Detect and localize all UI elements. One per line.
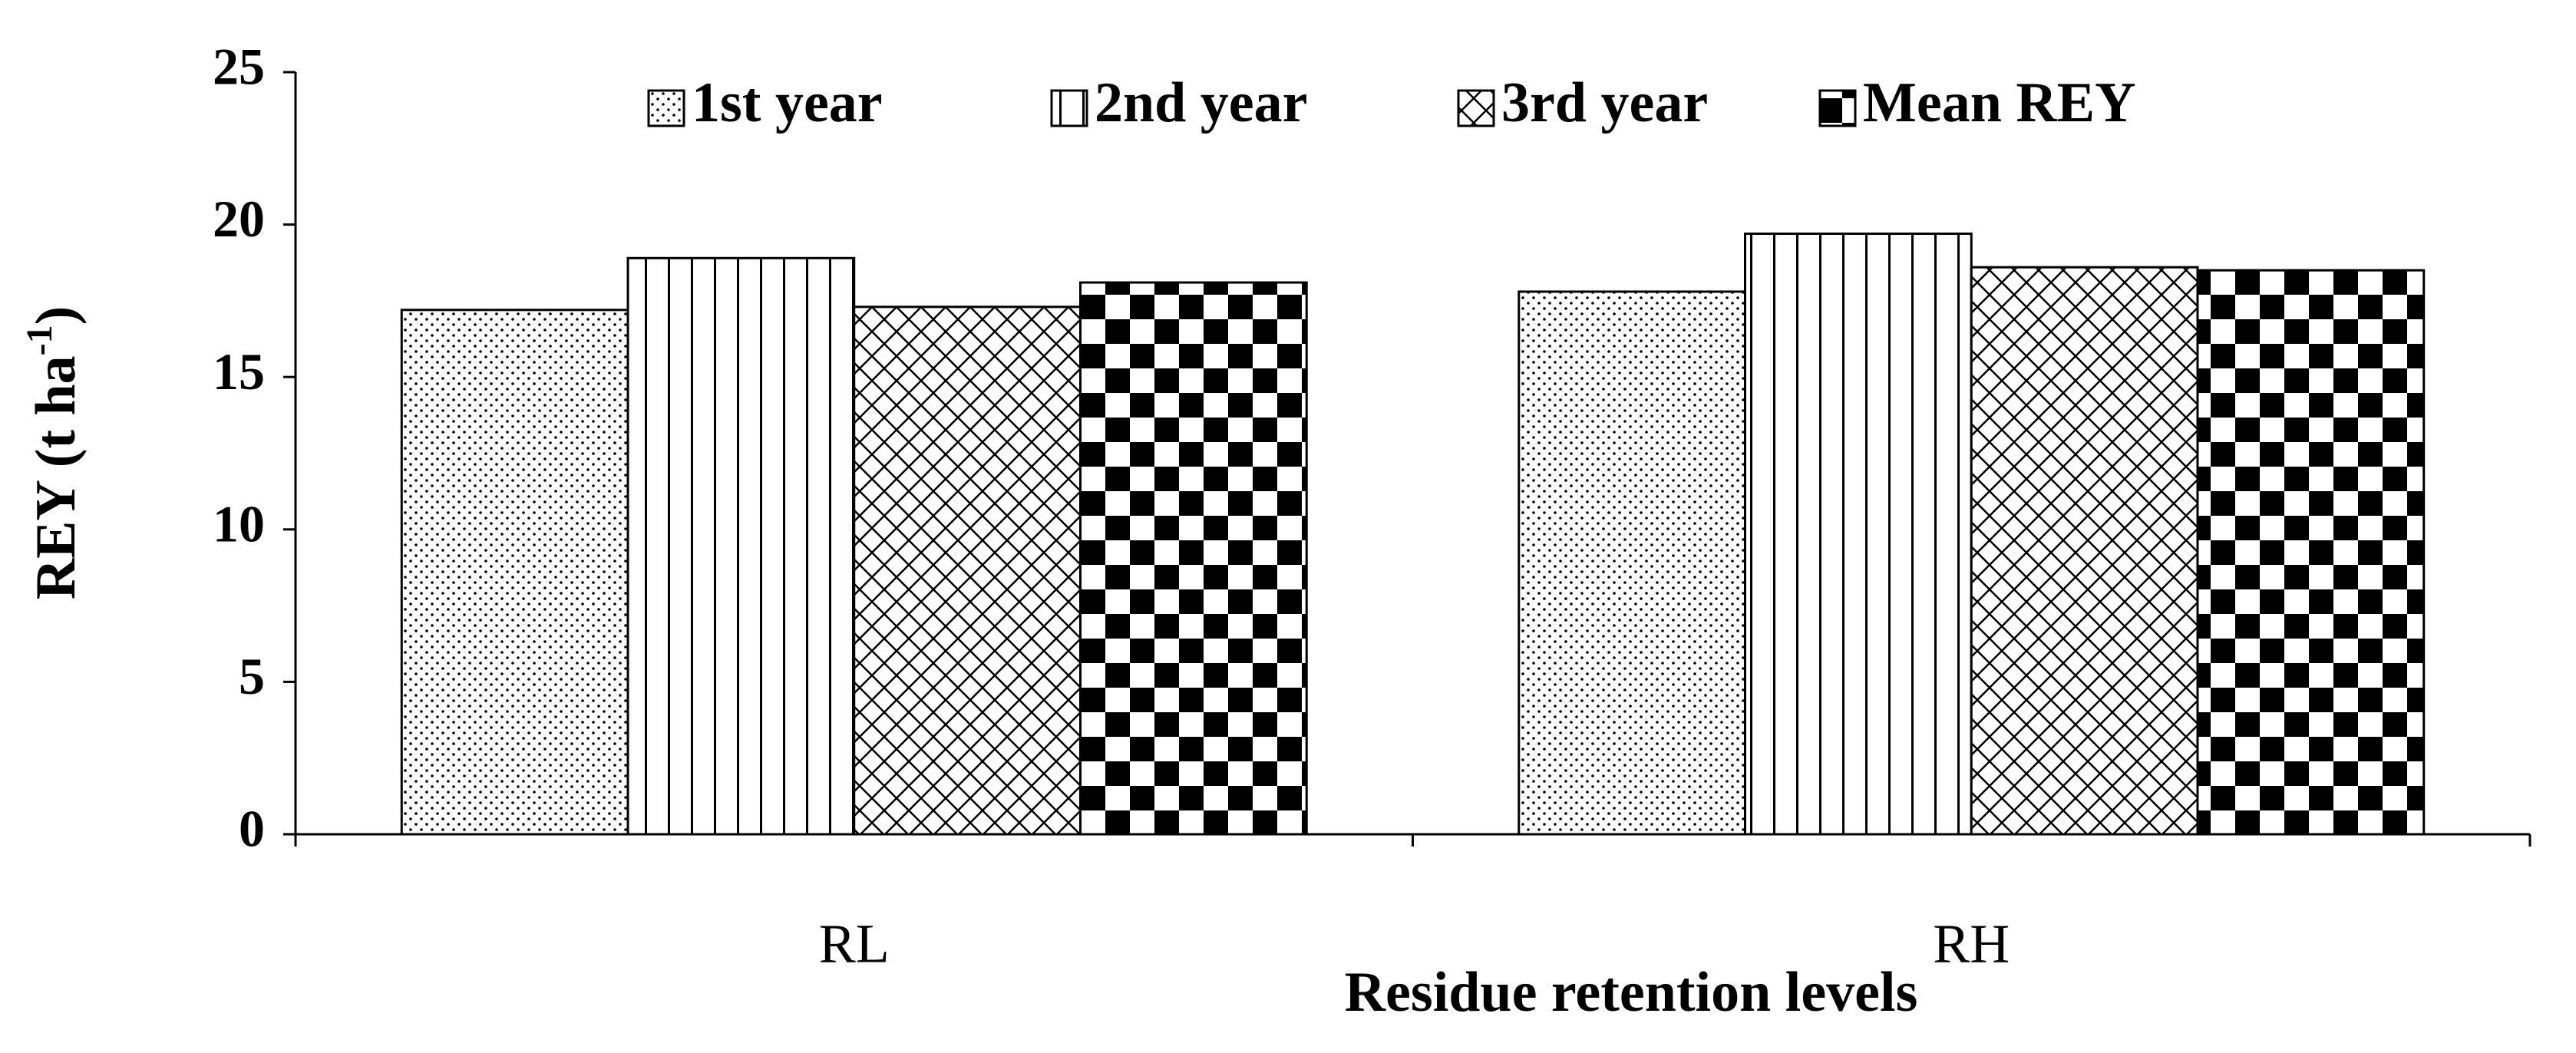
legend-label: 2nd year xyxy=(1095,71,1308,134)
x-tick-label: RL xyxy=(819,913,890,975)
y-axis-title-sup: -1 xyxy=(19,325,60,355)
legend-label: 3rd year xyxy=(1501,71,1708,134)
y-axis-title: REY (t ha-1) xyxy=(19,306,88,600)
legend-swatch xyxy=(1050,89,1088,127)
y-tick-label: 20 xyxy=(213,190,265,248)
bar xyxy=(1744,233,1973,836)
legend-label: Mean REY xyxy=(1863,71,2136,134)
bar xyxy=(400,309,629,836)
x-axis-title: Residue retention levels xyxy=(1345,961,1918,1024)
bar xyxy=(1518,290,1747,836)
bar xyxy=(853,305,1082,836)
y-tick-label: 15 xyxy=(213,342,265,401)
y-tick-label: 25 xyxy=(213,38,265,96)
y-axis-title-end: ) xyxy=(25,306,88,325)
legend-label: 1st year xyxy=(692,71,883,134)
x-tick-label: RH xyxy=(1933,913,2010,975)
legend-swatch xyxy=(1818,89,1857,127)
y-tick-label: 5 xyxy=(239,647,265,705)
legend-swatch xyxy=(1457,89,1495,127)
y-tick-label: 0 xyxy=(239,800,265,858)
legend-swatch xyxy=(647,89,685,127)
bar xyxy=(626,256,856,836)
y-tick-label: 10 xyxy=(213,494,265,553)
bar xyxy=(1970,266,2199,836)
bar xyxy=(1078,281,1308,836)
y-axis-title-text: REY (t ha xyxy=(25,355,88,599)
bar xyxy=(2196,269,2426,836)
